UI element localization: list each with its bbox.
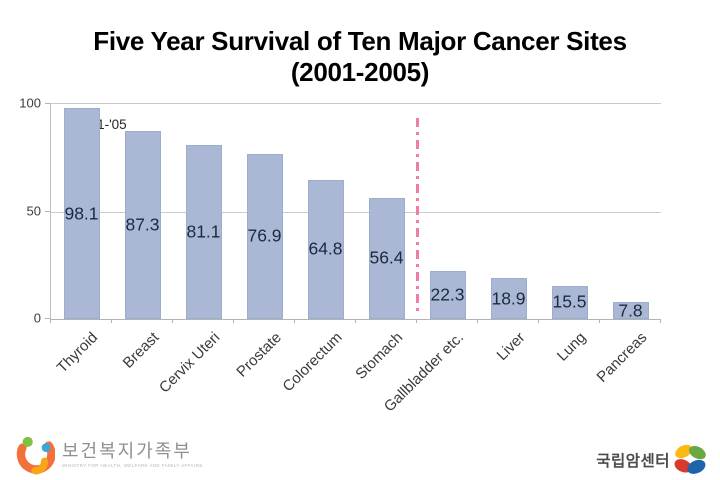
y-axis-label-50: 50 (26, 203, 41, 218)
bar-colorectum (307, 179, 344, 319)
x-axis-label-breast: Breast (119, 329, 163, 372)
x-axis-tick (416, 319, 417, 323)
bar-value-label: 22.3 (430, 284, 465, 305)
ministry-name: 보건복지가족부 (62, 441, 192, 461)
ministry-name-english: MINISTRY FOR HEALTH, WELFARE AND FAMILY … (62, 463, 203, 468)
bar-gallbladder-etc- (429, 271, 466, 319)
ministry-logo-icon (16, 436, 55, 475)
x-axis-tick (538, 319, 539, 323)
cancer-center-name: 국립암센터 (596, 453, 670, 470)
y-axis-label-0: 0 (33, 310, 41, 326)
bar-value-label: 98.1 (64, 203, 99, 224)
bar-value-label: 87.3 (125, 214, 160, 235)
x-axis-label-cervix-uteri: Cervix Uteri (156, 329, 224, 397)
x-axis-tick (599, 319, 600, 323)
bar-stomach (368, 197, 405, 319)
cancer-center-logo-icon (674, 444, 706, 474)
x-axis-tick (233, 319, 234, 323)
title-line-1: Five Year Survival of Ten Major Cancer S… (93, 26, 627, 56)
y-axis-tick (45, 103, 50, 104)
x-axis-tick (50, 319, 51, 323)
x-axis-tick (294, 319, 295, 323)
x-axis-label-thyroid: Thyroid (54, 329, 102, 377)
x-axis-tick (660, 319, 661, 323)
ministry-logo-text: 보건복지가족부 MINISTRY FOR HEALTH, WELFARE AND… (62, 442, 203, 468)
bar-value-label: 15.5 (552, 291, 587, 312)
x-axis-label-liver: Liver (493, 329, 529, 365)
x-axis-label-prostate: Prostate (232, 329, 285, 381)
bar-value-label: 81.1 (186, 221, 221, 242)
bar-value-label: 56.4 (369, 247, 404, 268)
bar-value-label: 18.9 (491, 288, 526, 309)
y-axis-label-100: 100 (19, 95, 41, 111)
bar-cervix-uteri (185, 144, 222, 319)
chart-title: Five Year Survival of Ten Major Cancer S… (0, 26, 720, 87)
bar-value-label: 76.9 (247, 225, 282, 246)
x-axis-tick (111, 319, 112, 323)
bar-pancreas (612, 302, 649, 319)
bar-liver (490, 278, 527, 319)
bar-value-label: 64.8 (308, 238, 343, 259)
x-axis-label-colorectum: Colorectum (279, 329, 346, 396)
x-axis-tick (355, 319, 356, 323)
ministry-logo: 보건복지가족부 MINISTRY FOR HEALTH, WELFARE AND… (13, 434, 203, 476)
x-axis-tick (172, 319, 173, 323)
bar-breast (124, 131, 161, 319)
x-axis-label-pancreas: Pancreas (593, 329, 651, 386)
x-axis-tick (477, 319, 478, 323)
cancer-center-logo: 국립암센터 (596, 442, 708, 478)
divider-dashed-line (415, 118, 419, 316)
gridline-50 (51, 211, 661, 213)
bar-prostate (246, 153, 283, 319)
title-line-2: (2001-2005) (290, 56, 430, 87)
y-axis-tick (45, 318, 50, 319)
bar-chart-plot-area: '01-'05 98.1 87.3 81.1 76.9 64.8 56.4 22.3 18.9… (50, 103, 661, 320)
x-axis-label-stomach: Stomach (352, 329, 407, 383)
bar-thyroid (63, 108, 100, 319)
bar-value-label: 7.8 (618, 300, 643, 321)
y-axis-tick (45, 210, 50, 212)
bar-lung (551, 285, 588, 319)
x-axis-label-lung: Lung (553, 329, 590, 365)
